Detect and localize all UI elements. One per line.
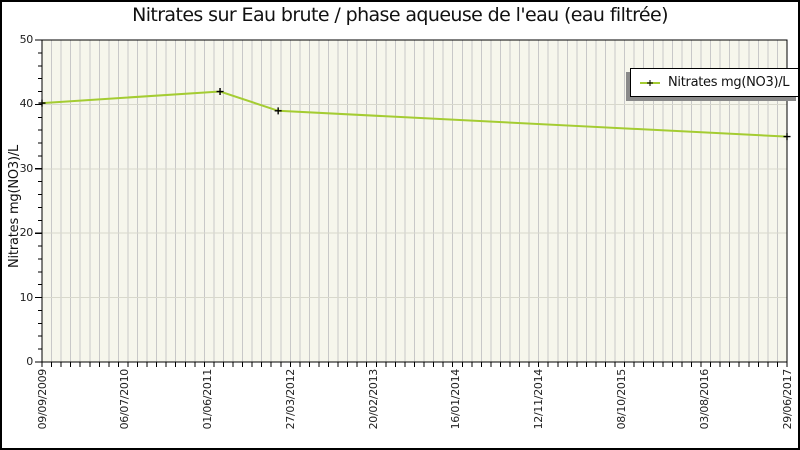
y-tick-label: 20 (19, 226, 34, 240)
x-tick-label: 09/09/2009 (35, 369, 49, 430)
legend: Nitrates mg(NO3)/L (630, 68, 800, 97)
x-tick-label: 03/08/2016 (697, 369, 711, 430)
x-tick-label: 12/11/2014 (532, 369, 546, 430)
y-tick-label: 40 (19, 97, 34, 111)
y-tick-label: 10 (19, 290, 34, 304)
chart-title: Nitrates sur Eau brute / phase aqueuse d… (132, 4, 668, 26)
x-tick-label: 01/06/2011 (201, 369, 215, 430)
x-tick-label: 16/01/2014 (449, 369, 463, 430)
legend-label: Nitrates mg(NO3)/L (668, 75, 790, 90)
x-tick-label: 06/07/2010 (118, 369, 132, 430)
x-tick-label: 27/03/2012 (283, 369, 297, 430)
y-tick-label: 0 (26, 355, 33, 368)
x-tick-label: 29/06/2017 (780, 369, 794, 430)
series-line-marker-icon (640, 79, 660, 86)
x-tick-label: 20/02/2013 (366, 369, 380, 430)
y-axis-title: Nitrates mg(NO3)/L (7, 144, 22, 268)
x-tick-label: 08/10/2015 (614, 369, 628, 430)
y-tick-label: 50 (19, 33, 34, 46)
y-tick-label: 30 (19, 161, 34, 175)
